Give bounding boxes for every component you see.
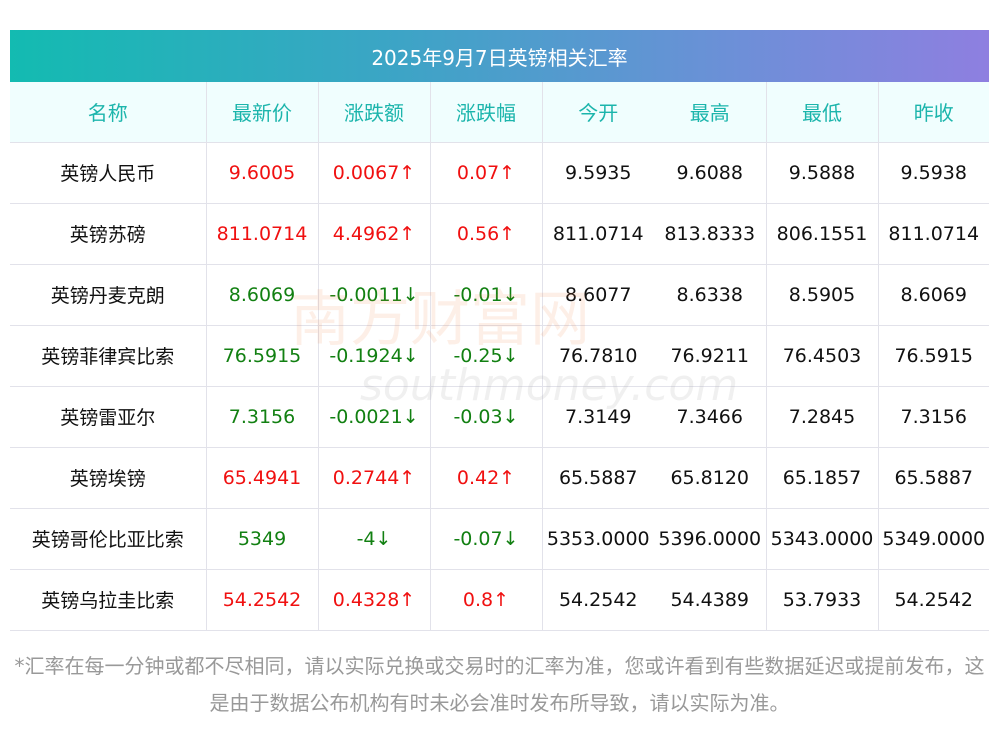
low-price: 5343.0000 [765, 508, 878, 570]
currency-name: 英镑菲律宾比索 [10, 325, 206, 387]
prev-close: 65.5887 [877, 447, 989, 509]
col-name: 名称 [10, 82, 206, 143]
open-price: 811.0714 [541, 203, 654, 265]
table-header-row: 名称 最新价 涨跌额 涨跌幅 今开 最高 最低 昨收 [10, 82, 989, 143]
change-amount: -0.0011↓ [317, 264, 430, 326]
prev-close: 7.3156 [877, 386, 989, 448]
disclaimer-note: *汇率在每一分钟或都不尽相同，请以实际兑换或交易时的汇率为准，您或许看到有些数据… [14, 654, 985, 715]
change-amount: -0.1924↓ [317, 325, 430, 387]
high-price: 9.6088 [654, 142, 766, 204]
change-amount: 4.4962↑ [317, 203, 430, 265]
change-percent: -0.01↓ [429, 264, 542, 326]
change-percent: -0.25↓ [429, 325, 542, 387]
col-prev: 昨收 [877, 82, 989, 143]
high-price: 76.9211 [654, 325, 766, 387]
change-amount: 0.4328↑ [317, 569, 430, 631]
latest-price: 5349 [205, 508, 318, 570]
high-price: 8.6338 [654, 264, 766, 326]
change-amount: -0.0021↓ [317, 386, 430, 448]
open-price: 5353.0000 [541, 508, 654, 570]
change-percent: -0.07↓ [429, 508, 542, 570]
low-price: 806.1551 [765, 203, 878, 265]
table-row: 英镑丹麦克朗 8.6069 -0.0011↓ -0.01↓ 8.6077 8.6338 8.… [10, 264, 989, 326]
table-row: 英镑哥伦比亚比索 5349 -4↓ -0.07↓ 5353.0000 5396.0000 5… [10, 508, 989, 570]
latest-price: 54.2542 [205, 569, 318, 631]
prev-close: 811.0714 [877, 203, 989, 265]
table-row: 英镑雷亚尔 7.3156 -0.0021↓ -0.03↓ 7.3149 7.3466 7.2… [10, 386, 989, 448]
latest-price: 76.5915 [205, 325, 318, 387]
exchange-rate-table: 名称 最新价 涨跌额 涨跌幅 今开 最高 最低 昨收 英镑人民币 9.6005 0.… [10, 82, 989, 631]
open-price: 65.5887 [541, 447, 654, 509]
currency-name: 英镑苏磅 [10, 203, 206, 265]
table-row: 英镑埃镑 65.4941 0.2744↑ 0.42↑ 65.5887 65.8120 65.… [10, 447, 989, 509]
latest-price: 65.4941 [205, 447, 318, 509]
col-latest: 最新价 [205, 82, 318, 143]
prev-close: 5349.0000 [877, 508, 989, 570]
low-price: 53.7933 [765, 569, 878, 631]
open-price: 9.5935 [541, 142, 654, 204]
currency-name: 英镑哥伦比亚比索 [10, 508, 206, 570]
latest-price: 8.6069 [205, 264, 318, 326]
currency-name: 英镑人民币 [10, 142, 206, 204]
prev-close: 8.6069 [877, 264, 989, 326]
change-amount: -4↓ [317, 508, 430, 570]
high-price: 54.4389 [654, 569, 766, 631]
latest-price: 9.6005 [205, 142, 318, 204]
high-price: 813.8333 [654, 203, 766, 265]
currency-name: 英镑乌拉圭比索 [10, 569, 206, 631]
currency-name: 英镑雷亚尔 [10, 386, 206, 448]
prev-close: 9.5938 [877, 142, 989, 204]
low-price: 9.5888 [765, 142, 878, 204]
open-price: 54.2542 [541, 569, 654, 631]
high-price: 7.3466 [654, 386, 766, 448]
col-high: 最高 [654, 82, 766, 143]
low-price: 76.4503 [765, 325, 878, 387]
low-price: 8.5905 [765, 264, 878, 326]
prev-close: 76.5915 [877, 325, 989, 387]
latest-price: 811.0714 [205, 203, 318, 265]
prev-close: 54.2542 [877, 569, 989, 631]
low-price: 65.1857 [765, 447, 878, 509]
low-price: 7.2845 [765, 386, 878, 448]
open-price: 7.3149 [541, 386, 654, 448]
table-row: 英镑人民币 9.6005 0.0067↑ 0.07↑ 9.5935 9.6088 9.588… [10, 142, 989, 204]
high-price: 65.8120 [654, 447, 766, 509]
table-row: 英镑乌拉圭比索 54.2542 0.4328↑ 0.8↑ 54.2542 54.4389 5… [10, 569, 989, 631]
col-open: 今开 [541, 82, 654, 143]
col-low: 最低 [765, 82, 878, 143]
table-row: 英镑苏磅 811.0714 4.4962↑ 0.56↑ 811.0714 813.8333… [10, 203, 989, 265]
change-percent: -0.03↓ [429, 386, 542, 448]
change-percent: 0.42↑ [429, 447, 542, 509]
latest-price: 7.3156 [205, 386, 318, 448]
change-percent: 0.8↑ [429, 569, 542, 631]
page-title: 2025年9月7日英镑相关汇率 [10, 30, 989, 82]
currency-name: 英镑丹麦克朗 [10, 264, 206, 326]
table-row: 英镑菲律宾比索 76.5915 -0.1924↓ -0.25↓ 76.7810 76.92… [10, 325, 989, 387]
currency-name: 英镑埃镑 [10, 447, 206, 509]
open-price: 8.6077 [541, 264, 654, 326]
change-amount: 0.2744↑ [317, 447, 430, 509]
change-percent: 0.56↑ [429, 203, 542, 265]
col-change: 涨跌额 [317, 82, 430, 143]
col-pct: 涨跌幅 [429, 82, 542, 143]
high-price: 5396.0000 [654, 508, 766, 570]
change-percent: 0.07↑ [429, 142, 542, 204]
open-price: 76.7810 [541, 325, 654, 387]
change-amount: 0.0067↑ [317, 142, 430, 204]
